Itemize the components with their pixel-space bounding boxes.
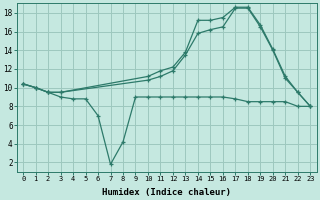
- X-axis label: Humidex (Indice chaleur): Humidex (Indice chaleur): [102, 188, 231, 197]
